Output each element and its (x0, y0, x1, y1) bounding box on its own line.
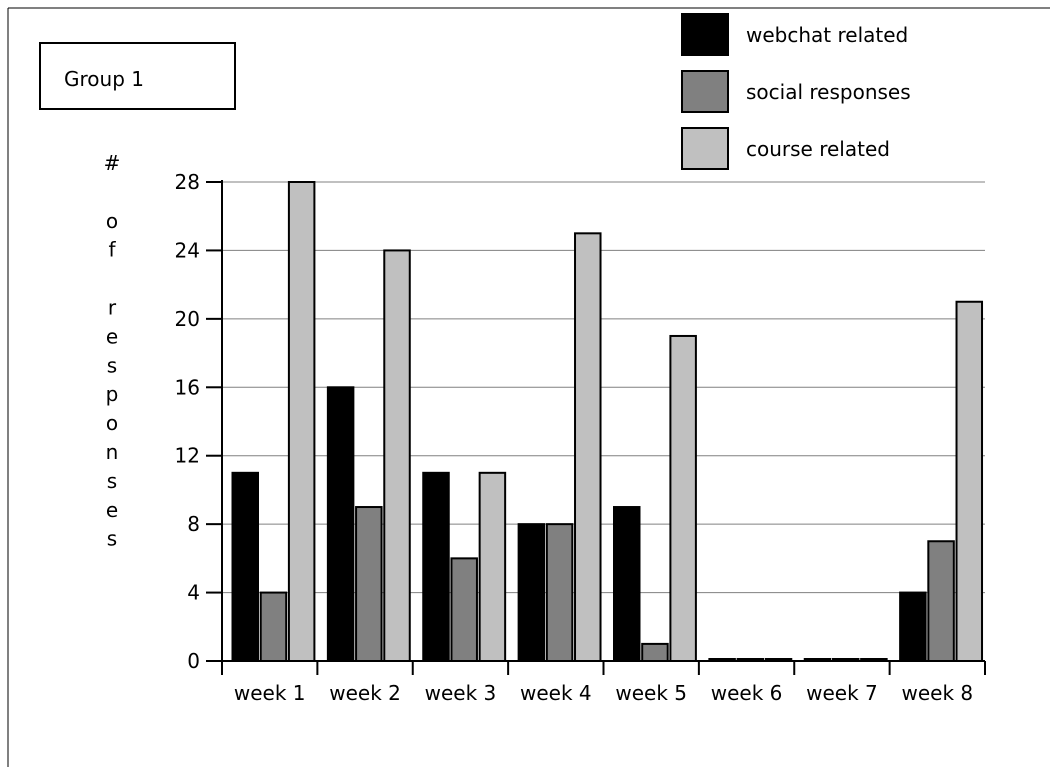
group-label-box (39, 42, 236, 110)
legend-label: webchat related (746, 23, 908, 47)
y-axis-label-char: s (107, 469, 117, 493)
bar-social-responses-week-3 (450, 557, 478, 662)
bar-webchat-related-week-8 (899, 591, 927, 662)
x-tick-label: week 4 (520, 681, 592, 705)
bar-webchat-related-week-3 (422, 471, 450, 663)
legend-swatch (681, 13, 729, 56)
legend-label: course related (746, 137, 890, 161)
bar-social-responses-week-5 (641, 642, 669, 663)
x-tick-label: week 3 (425, 681, 497, 705)
y-tick-label: 28 (175, 170, 200, 194)
x-tick-label: week 1 (234, 681, 306, 705)
y-axis-label-char: # (104, 151, 121, 175)
bar-social-responses-week-2 (355, 506, 383, 662)
y-tick-label: 12 (175, 444, 200, 468)
bar-course-related-week-3 (478, 471, 507, 663)
bar-course-related-week-5 (669, 334, 697, 662)
bar-webchat-related-week-4 (517, 523, 546, 663)
y-axis-label-char: e (106, 498, 118, 522)
y-axis-label-char: e (106, 324, 118, 348)
y-axis-label-char: f (108, 238, 116, 262)
bar-course-related-week-1 (287, 181, 316, 662)
y-tick-label: 8 (187, 512, 200, 536)
bar-course-related-week-4 (574, 232, 602, 662)
y-axis-label-char: o (106, 411, 118, 435)
bar-course-related-week-8 (955, 300, 984, 662)
x-tick-labels: week 1 week 2 week 3 week 4 week 5 week 6 week… (234, 681, 973, 705)
y-axis-label-char: s (107, 527, 117, 551)
y-tick-label: 16 (175, 375, 200, 399)
bar-webchat-related-week-5 (613, 506, 641, 662)
x-tick-label: week 6 (711, 681, 783, 705)
y-tick-label: 20 (175, 307, 200, 331)
legend-label: social responses (746, 80, 911, 104)
x-tick-label: week 7 (806, 681, 878, 705)
y-axis-label-char: n (106, 440, 119, 464)
y-tick-label: 4 (187, 581, 200, 605)
legend-swatch (681, 70, 729, 113)
bar-social-responses-week-4 (545, 523, 574, 663)
x-tick-label: week 5 (615, 681, 687, 705)
y-axis-label-char: o (106, 209, 118, 233)
group-label: Group 1 (64, 67, 144, 91)
bar-social-responses-week-8 (927, 540, 955, 662)
bar-course-related-week-2 (383, 249, 411, 663)
x-tick-label: week 2 (329, 681, 401, 705)
axes (206, 180, 986, 675)
y-axis-label-char: s (107, 353, 117, 377)
bar-social-responses-week-1 (259, 591, 288, 662)
y-axis-label-char: p (106, 382, 119, 406)
x-tick-label: week 8 (901, 681, 973, 705)
legend: webchat related social responses course re… (681, 13, 911, 170)
y-tick-label: 24 (175, 238, 200, 262)
y-tick-label: 0 (187, 649, 200, 673)
bar-webchat-related-week-1 (231, 471, 259, 663)
legend-swatch (681, 127, 729, 170)
bar-webchat-related-week-2 (326, 386, 355, 662)
y-tick-labels: 0 4 8 12 16 20 24 28 (175, 170, 200, 673)
y-axis-label-char: r (108, 296, 117, 320)
bars (231, 181, 984, 663)
